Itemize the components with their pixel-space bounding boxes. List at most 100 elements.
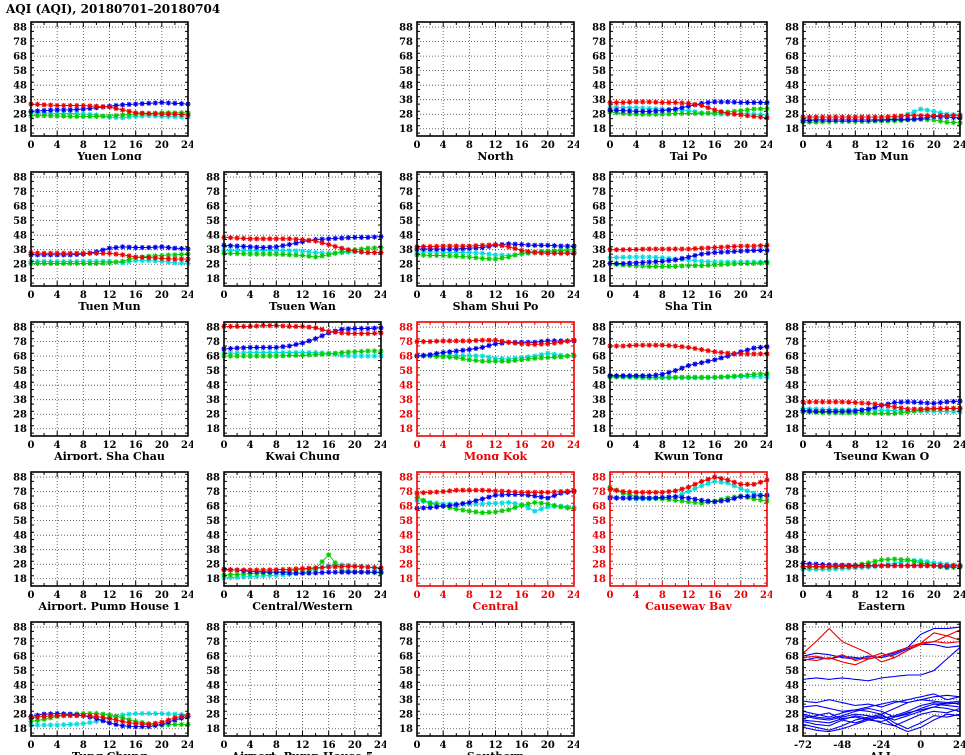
chart-airport-pump-house-1: 18 28 38 48 58 68 78 88 0 4 8 12 16 20 24 Airport. Pump… <box>0 458 195 613</box>
x-tick-label: 0 <box>414 290 421 301</box>
y-tick-label: 88 <box>13 173 27 184</box>
y-tick-label: 48 <box>399 681 413 692</box>
x-tick-label: 16 <box>129 590 143 601</box>
series-line-red <box>802 641 961 662</box>
y-tick-label: 58 <box>399 516 413 527</box>
y-tick-label: 48 <box>785 381 799 392</box>
chart-tsuen-wan: 18 28 38 48 58 68 78 88 0 4 8 12 16 20 24 Tsuen Wan <box>193 158 388 313</box>
y-tick-label: 68 <box>592 202 606 213</box>
station-title: ALL <box>868 750 893 755</box>
x-tick-label: 16 <box>901 590 915 601</box>
y-tick-label: 68 <box>13 652 27 663</box>
y-tick-label: 38 <box>206 695 220 706</box>
y-tick-label: 88 <box>785 23 799 34</box>
chart-all: 18 28 38 48 58 68 78 88 -72 -48 -24 0 24 ALL <box>772 608 965 755</box>
x-tick-label: 16 <box>129 290 143 301</box>
x-tick-label: 8 <box>80 590 87 601</box>
y-tick-label: 88 <box>592 323 606 334</box>
y-tick-label: 58 <box>206 366 220 377</box>
x-tick-label: -48 <box>833 740 851 751</box>
x-tick-label: 20 <box>348 290 362 301</box>
axis-ticks <box>802 22 961 136</box>
chart-central-western: 18 28 38 48 58 68 78 88 0 4 8 12 16 20 24 Central/Weste… <box>193 458 388 613</box>
x-tick-label: 0 <box>607 140 614 151</box>
y-tick-label: 28 <box>206 710 220 721</box>
x-tick-label: -24 <box>872 740 890 751</box>
y-tick-label: 28 <box>592 560 606 571</box>
y-tick-label: 38 <box>785 95 799 106</box>
y-tick-label: 68 <box>13 52 27 63</box>
y-tick-label: 58 <box>13 366 27 377</box>
x-tick-label: 24 <box>567 140 579 151</box>
x-tick-label: 16 <box>515 590 529 601</box>
x-tick-label: 0 <box>221 740 228 751</box>
x-tick-label: 20 <box>348 740 362 751</box>
x-tick-label: 4 <box>54 140 61 151</box>
station-title: Tseung Kwan O <box>834 450 930 460</box>
x-tick-label: 24 <box>374 290 386 301</box>
y-tick-label: 18 <box>399 274 413 285</box>
y-tick-label: 48 <box>592 531 606 542</box>
x-tick-label: 24 <box>760 440 772 451</box>
y-tick-label: 58 <box>785 66 799 77</box>
x-tick-label: 8 <box>852 140 859 151</box>
y-tick-label: 48 <box>13 531 27 542</box>
y-tick-label: 28 <box>13 110 27 121</box>
y-tick-label: 28 <box>785 110 799 121</box>
x-tick-label: 0 <box>414 740 421 751</box>
x-tick-label: 4 <box>826 140 833 151</box>
series-line-blue <box>802 713 961 733</box>
x-tick-label: 8 <box>659 590 666 601</box>
x-tick-label: 4 <box>440 590 447 601</box>
y-tick-label: 78 <box>399 337 413 348</box>
y-tick-label: 18 <box>206 274 220 285</box>
y-tick-label: 88 <box>206 323 220 334</box>
y-tick-label: 48 <box>206 231 220 242</box>
y-tick-label: 68 <box>785 502 799 513</box>
x-tick-label: 8 <box>80 740 87 751</box>
y-tick-label: 48 <box>206 381 220 392</box>
y-tick-label: 28 <box>13 410 27 421</box>
y-tick-label: 68 <box>785 652 799 663</box>
station-title: Southern <box>467 750 524 755</box>
x-tick-label: 24 <box>181 290 193 301</box>
chart-mong-kok: 18 28 38 48 58 68 78 88 0 4 8 12 16 20 24 Mong Kok <box>386 308 581 463</box>
x-tick-label: 20 <box>927 140 941 151</box>
x-tick-label: 16 <box>129 140 143 151</box>
x-tick-label: 24 <box>760 290 772 301</box>
station-title: Mong Kok <box>464 450 528 460</box>
x-tick-label: 16 <box>129 440 143 451</box>
x-tick-label: 4 <box>54 440 61 451</box>
chart-central: 18 28 38 48 58 68 78 88 0 4 8 12 16 20 24 Central <box>386 458 581 613</box>
y-tick-label: 48 <box>13 231 27 242</box>
x-tick-label: 0 <box>28 590 35 601</box>
y-tick-label: 78 <box>785 487 799 498</box>
x-tick-label: 8 <box>466 140 473 151</box>
x-tick-label: 4 <box>633 140 640 151</box>
station-title: Tsuen Wan <box>269 300 336 310</box>
y-tick-label: 88 <box>206 173 220 184</box>
x-tick-label: 8 <box>659 140 666 151</box>
y-tick-label: 18 <box>13 424 27 435</box>
y-tick-label: 78 <box>13 487 27 498</box>
x-tick-label: 12 <box>875 440 889 451</box>
y-tick-label: 48 <box>206 681 220 692</box>
y-tick-label: 78 <box>592 487 606 498</box>
x-tick-label: 20 <box>734 140 748 151</box>
x-tick-label: 20 <box>734 440 748 451</box>
axis-ticks <box>223 472 382 586</box>
y-tick-label: 78 <box>206 637 220 648</box>
y-tick-label: 18 <box>785 724 799 735</box>
x-tick-label: 8 <box>466 740 473 751</box>
x-tick-label: 24 <box>760 140 772 151</box>
y-tick-label: 68 <box>785 52 799 63</box>
y-tick-label: 78 <box>13 337 27 348</box>
x-tick-label: 4 <box>54 740 61 751</box>
x-tick-label: 8 <box>852 440 859 451</box>
x-tick-label: 16 <box>515 740 529 751</box>
y-tick-label: 88 <box>206 623 220 634</box>
